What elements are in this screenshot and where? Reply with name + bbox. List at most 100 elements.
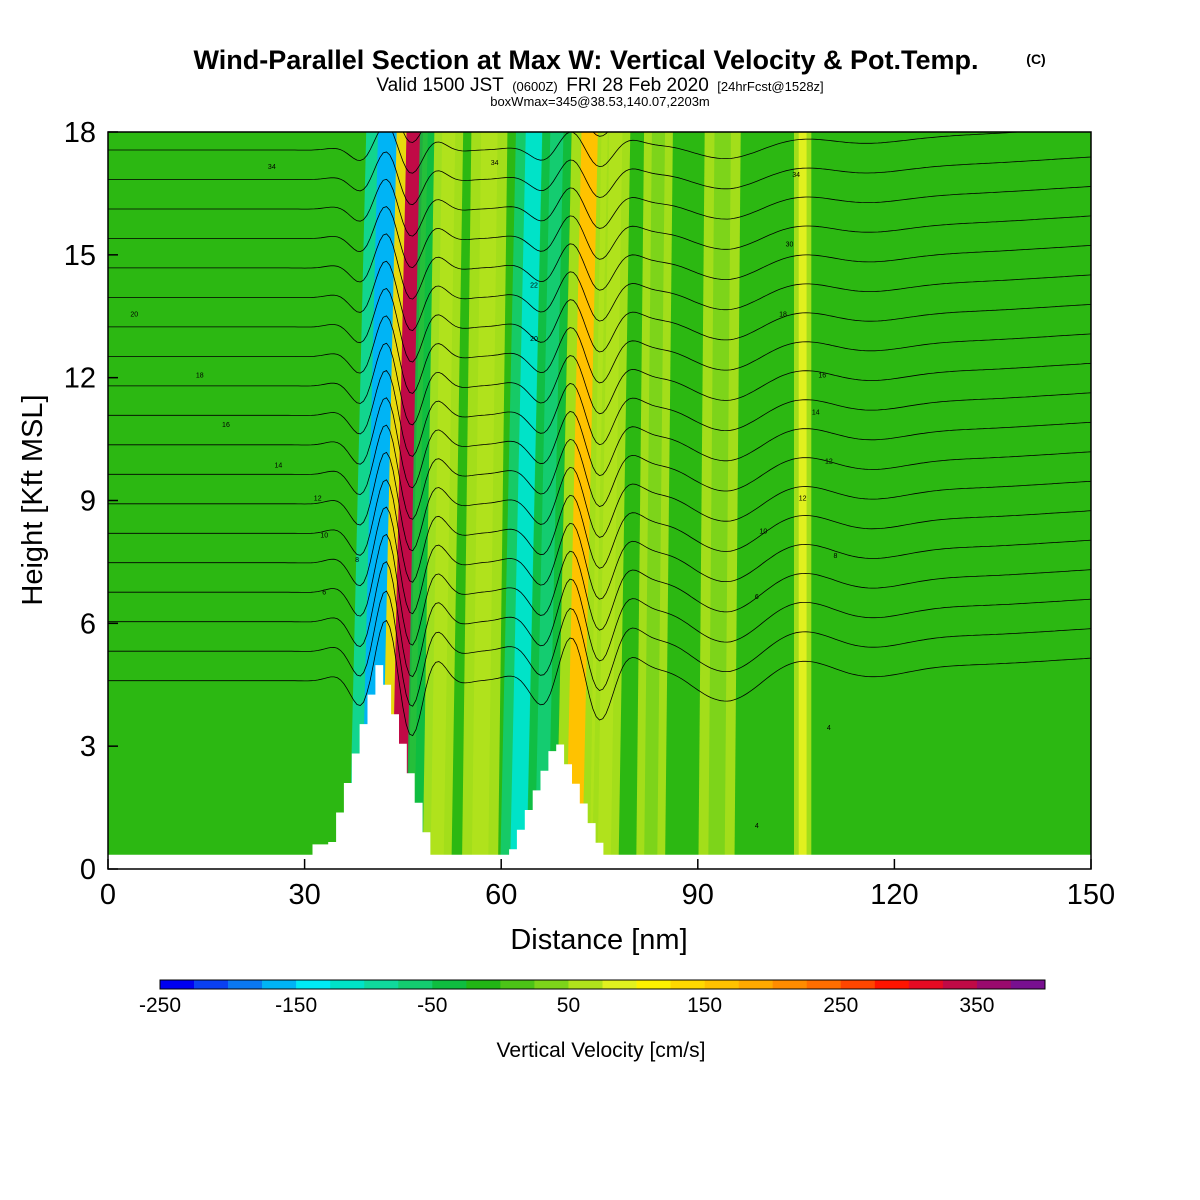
theta-contour: [108, 479, 1091, 583]
theta-contour: [108, 506, 1091, 615]
theta-contour: [108, 288, 1091, 363]
colorbar-frame: [159, 979, 1046, 990]
contour-label: 12: [314, 496, 322, 503]
y-tick-label: 9: [80, 486, 96, 518]
colorbar-swatch: [534, 980, 569, 989]
box-wmax-label: boxWmax=345@38.53,140.07,2203m: [490, 94, 710, 109]
terrain: [108, 665, 1091, 869]
theta-contour: [108, 533, 1091, 646]
colorbar-swatch: [228, 980, 263, 989]
y-tick-label: 0: [80, 854, 96, 886]
colorbar-tick-label: -250: [139, 994, 181, 1017]
contour-labels: 34 34 34 30 22 20 20 18 18 16 16 14 14 12 12 12 10 10 8 8 6 6…: [130, 160, 837, 830]
velocity-band: [644, 132, 666, 869]
contour-label: 30: [786, 242, 794, 249]
colorbar-swatch: [160, 980, 195, 989]
contour-label: 14: [274, 463, 282, 470]
colorbar-swatch: [602, 980, 637, 989]
chart-subtitle: Valid 1500 JST (0600Z) FRI 28 Feb 2020 […: [376, 75, 823, 96]
colorbar-swatch: [466, 980, 501, 989]
velocity-bands: [348, 132, 812, 869]
x-tick-label: 60: [485, 879, 517, 911]
theta-contour: [108, 178, 1091, 237]
theta-contour: [108, 206, 1091, 269]
contour-label: 4: [827, 725, 831, 732]
contour-label: 22: [530, 283, 538, 290]
y-tick-label: 6: [80, 608, 96, 640]
colorbar-swatch: [738, 980, 773, 989]
colorbar-swatch: [704, 980, 739, 989]
colorbar-swatch: [330, 980, 365, 989]
x-tick-label: 90: [682, 879, 714, 911]
x-tick-label: 150: [1067, 879, 1115, 911]
contour-label: 20: [530, 336, 538, 343]
contour-label: 8: [355, 557, 359, 564]
colorbar-swatch: [976, 980, 1012, 989]
colorbar-swatch: [908, 980, 944, 989]
theta-contour: [108, 233, 1091, 300]
theta-contour: [108, 561, 1091, 678]
contour-label: 34: [491, 160, 499, 167]
colorbar-swatch: [942, 980, 978, 989]
chart-title: Wind-Parallel Section at Max W: Vertical…: [194, 45, 979, 75]
colorbar-swatch: [364, 980, 399, 989]
theta-contour: [108, 151, 1091, 206]
colorbar-swatch: [636, 980, 671, 989]
colorbar-swatch: [840, 980, 876, 989]
colorbar-swatch: [500, 980, 535, 989]
contour-label: 4: [755, 823, 759, 830]
contour-label: 16: [818, 373, 826, 380]
y-axis-label: Height [Kft MSL]: [17, 394, 49, 605]
theta-contour: [108, 451, 1091, 552]
colorbar-tick-label: -150: [275, 994, 317, 1017]
y-tick-label: 12: [64, 363, 96, 395]
colorbar-swatch: [432, 980, 467, 989]
plot-area: 34 34 34 30 22 20 20 18 18 16 16 14 14 12 12 12 10 10 8 8 6 6…: [108, 132, 1091, 869]
contour-label: 14: [812, 410, 820, 417]
velocity-band: [798, 132, 807, 869]
colorbar-tick-label: -50: [417, 994, 447, 1017]
velocity-band: [708, 132, 731, 869]
colorbar-swatch: [398, 980, 433, 989]
theta-contour: [108, 260, 1091, 331]
colorbar-swatch: [874, 980, 910, 989]
colorbar-swatch: [772, 980, 808, 989]
x-axis: 0 30 60 90 120 150: [100, 859, 1115, 911]
theta-contour: [108, 619, 1091, 737]
theta-contour: [402, 132, 609, 143]
contour-label: 12: [799, 496, 807, 503]
x-tick-label: 120: [870, 879, 918, 911]
velocity-band: [510, 132, 543, 869]
y-tick-label: 18: [64, 117, 96, 149]
theta-contour: [108, 342, 1091, 426]
theta-contour: [108, 369, 1091, 457]
colorbar-tick-label: 350: [959, 994, 994, 1017]
velocity-band: [390, 132, 423, 869]
contour-label: 18: [779, 311, 787, 318]
theta-contours: [108, 132, 1091, 737]
colorbar-swatch: [568, 980, 603, 989]
colorbar: -250 -150 -50 50 150 250 350: [139, 979, 1046, 1017]
y-tick-label: 3: [80, 731, 96, 763]
contour-label: 6: [755, 594, 759, 601]
colorbar-swatch: [194, 980, 229, 989]
velocity-band: [565, 132, 598, 869]
contour-label: 12: [825, 459, 833, 466]
contour-label: 34: [792, 172, 800, 179]
colorbar-tick-label: 150: [687, 994, 722, 1017]
contour-label: 20: [130, 311, 138, 318]
contour-label: 16: [222, 422, 230, 429]
colorbar-swatch: [262, 980, 297, 989]
theta-contour: [108, 424, 1091, 520]
contour-label: 10: [759, 528, 767, 535]
colorbar-tick-label: 250: [823, 994, 858, 1017]
theta-contour: [108, 132, 1026, 174]
velocity-band: [534, 132, 564, 869]
colorbar-label: Vertical Velocity [cm/s]: [497, 1039, 706, 1062]
y-tick-label: 15: [64, 240, 96, 272]
contour-label: 10: [320, 532, 328, 539]
contour-label: 34: [268, 164, 276, 171]
contour-label: 8: [833, 553, 837, 560]
velocity-band: [597, 132, 623, 869]
